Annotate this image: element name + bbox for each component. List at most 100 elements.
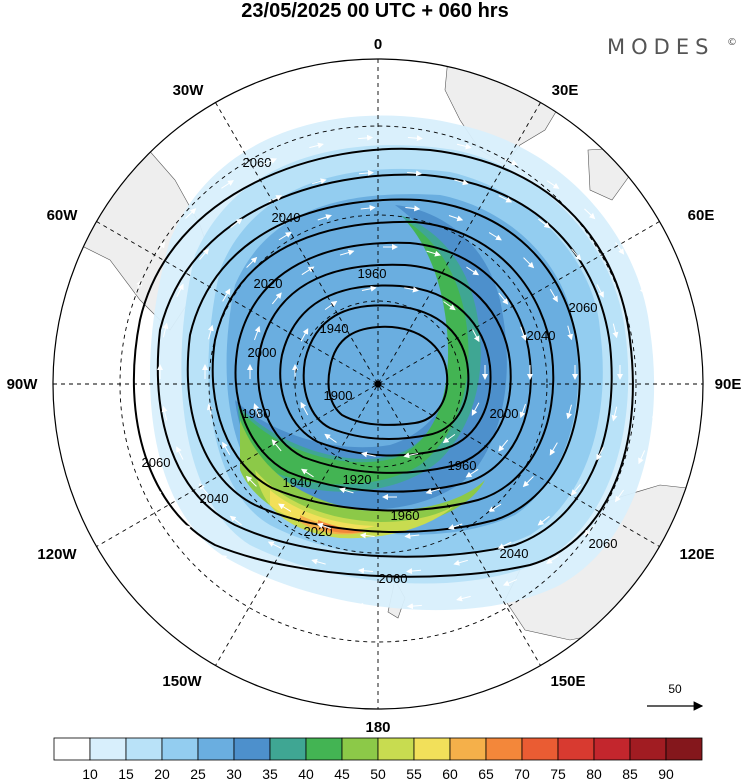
wind-arrow [596, 446, 604, 461]
wind-arrow [503, 158, 518, 166]
wind-arrow [324, 433, 337, 443]
wind-arrow [220, 555, 234, 564]
wind-arrow [262, 578, 277, 586]
wind-arrow [448, 523, 463, 530]
wind-arrow [317, 214, 332, 221]
lon-label-0: 0 [374, 36, 382, 53]
wind-arrow [523, 257, 535, 269]
wind-arrow [357, 602, 373, 609]
wind-arrow [185, 208, 197, 219]
wind-arrow [403, 452, 419, 459]
wind-arrow [339, 249, 355, 256]
wind-reference-vector: 50 [647, 682, 704, 711]
wind-arrow [184, 524, 196, 536]
contour-label: 2000 [490, 406, 519, 421]
colorbar-tick-label: 35 [262, 766, 278, 782]
wind-arrow [162, 322, 169, 338]
contour-label: 1980 [242, 406, 271, 421]
wind-arrow [638, 450, 646, 465]
wind-arrow [222, 288, 231, 302]
wind-arrow [570, 483, 581, 496]
wind-arrow [488, 503, 502, 512]
wind-arrow [425, 488, 441, 495]
colorbar-tick-label: 20 [154, 766, 170, 782]
colorbar-tick-label: 55 [406, 766, 422, 782]
colorbar-swatch [53, 737, 91, 761]
wind-arrow [466, 266, 480, 276]
wind-arrow [300, 328, 309, 342]
wind-arrow [583, 525, 595, 536]
wind-arrow [448, 215, 464, 222]
colorbar-swatch [449, 737, 487, 761]
wind-arrow [122, 320, 128, 336]
wind-arrow [471, 328, 480, 343]
wind-arrow [497, 541, 512, 549]
wind-arrow [358, 169, 374, 176]
colorbar-tick-label: 65 [478, 766, 494, 782]
wind-arrow [404, 533, 420, 539]
wind-arrow [359, 532, 375, 539]
colorbar-tick-label: 15 [118, 766, 134, 782]
wind-arrow [121, 407, 128, 423]
wind-arrow [134, 449, 142, 464]
contour-label: 2040 [200, 491, 229, 506]
wind-arrow [208, 324, 214, 340]
wind-arrow [361, 285, 377, 292]
wind-arrow [426, 250, 441, 257]
wind-arrow [406, 603, 422, 610]
contour-label: 2060 [379, 571, 408, 586]
colorbar-swatch [233, 737, 271, 761]
contour-label: 2040 [527, 328, 556, 343]
modes-brand-logo: MODES [607, 35, 714, 59]
colorbar-swatch [341, 737, 379, 761]
wind-speed-colorbar [53, 737, 703, 761]
colorbar-tick-label: 90 [658, 766, 674, 782]
wind-arrow [253, 403, 260, 418]
contour-label: 1900 [324, 388, 353, 403]
colorbar-tick-labels: 10 15 20 25 30 35 40 45 50 55 60 65 70 75 80 85 90 [82, 766, 674, 782]
contour-label: 2060 [142, 455, 171, 470]
lon-label-90w: 90W [7, 376, 39, 393]
wind-arrow [614, 489, 625, 503]
wind-arrow [311, 558, 326, 565]
wind-arrow [246, 256, 258, 268]
lon-label-120w: 120W [37, 546, 77, 563]
colorbar-swatch [665, 737, 703, 761]
copyright-mark: © [727, 37, 737, 48]
wind-arrow [549, 442, 558, 456]
contour-label: 1960 [391, 508, 420, 523]
lon-label-150e: 150E [550, 673, 585, 690]
wind-arrow [652, 408, 658, 424]
lon-label-60e: 60E [688, 207, 715, 224]
colorbar-tick-label: 30 [226, 766, 242, 782]
lon-label-150w: 150W [162, 673, 202, 690]
wind-arrow [612, 323, 619, 339]
wind-arrow [546, 180, 560, 189]
wind-arrow [407, 170, 423, 177]
wind-arrow [456, 143, 472, 150]
wind-arrow [404, 286, 419, 293]
colorbar-tick-label: 25 [190, 766, 206, 782]
colorbar-swatch [305, 737, 343, 761]
contour-label: 2020 [254, 276, 283, 291]
wind-arrow [488, 232, 502, 241]
wind-arrow [567, 325, 574, 341]
lon-label-90e: 90E [715, 376, 742, 393]
geopotential-contour-labels: 2060 2040 2020 1960 1940 2000 1900 1980 … [142, 155, 618, 586]
map-title: 23/05/2025 00 UTC + 060 hrs [241, 0, 508, 22]
contour-label: 2060 [589, 536, 618, 551]
colorbar-swatch [89, 737, 127, 761]
contour-label: 2000 [248, 345, 277, 360]
lon-label-30e: 30E [552, 82, 579, 99]
contour-label: 2060 [569, 300, 598, 315]
wind-arrow [405, 205, 421, 212]
wind-arrow [301, 266, 315, 276]
wind-arrow [339, 487, 354, 494]
wind-arrow [271, 439, 282, 452]
colorbar-swatch [377, 737, 415, 761]
contour-label: 2060 [243, 155, 272, 170]
wind-arrow [309, 142, 324, 149]
wind-arrow [498, 195, 513, 203]
wind-arrow [454, 179, 469, 186]
reference-vector-label: 50 [668, 682, 682, 696]
